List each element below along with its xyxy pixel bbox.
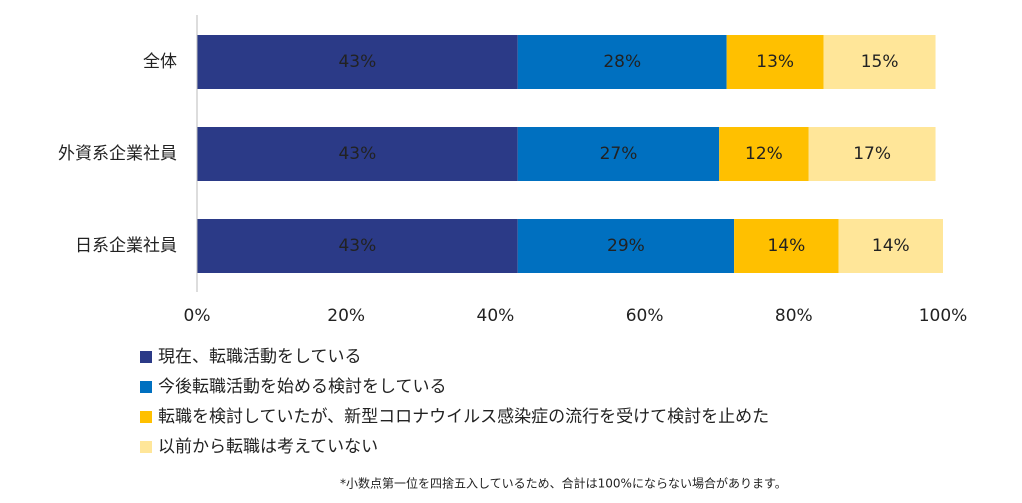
data-label: 14% xyxy=(872,236,910,256)
bar-segment xyxy=(808,127,936,181)
y-tick-label: 全体 xyxy=(143,52,177,72)
x-tick-label: 20% xyxy=(327,306,365,326)
legend-swatch xyxy=(140,441,152,453)
data-label: 43% xyxy=(338,236,376,256)
data-label: 43% xyxy=(338,144,376,164)
data-label: 27% xyxy=(600,144,638,164)
bar-segment xyxy=(517,127,720,181)
data-label: 28% xyxy=(603,52,641,72)
legend-swatch xyxy=(140,381,152,393)
legend-label: 転職を検討していたが、新型コロナウイルス感染症の流行を受けて検討を止めた xyxy=(158,407,769,427)
legend-label: 以前から転職は考えていない xyxy=(158,437,378,457)
x-tick-label: 0% xyxy=(184,306,211,326)
x-tick-label: 100% xyxy=(919,306,968,326)
data-label: 13% xyxy=(756,52,794,72)
data-label: 12% xyxy=(745,144,783,164)
data-label: 17% xyxy=(853,144,891,164)
bar-segment xyxy=(517,219,735,273)
data-label: 43% xyxy=(338,52,376,72)
bar-segment xyxy=(823,35,936,89)
x-tick-label: 80% xyxy=(775,306,813,326)
x-tick-label: 40% xyxy=(477,306,515,326)
legend-swatch xyxy=(140,411,152,423)
data-label: 15% xyxy=(861,52,899,72)
bar-segment xyxy=(517,35,727,89)
data-label: 29% xyxy=(607,236,645,256)
legend-label: 今後転職活動を始める検討をしている xyxy=(158,377,447,397)
footnote: *小数点第一位を四捨五入しているため、合計は100%にならない場合があります。 xyxy=(340,476,787,491)
bar-segment xyxy=(719,127,809,181)
data-label: 14% xyxy=(767,236,805,256)
legend-swatch xyxy=(140,351,152,363)
x-tick-label: 60% xyxy=(626,306,664,326)
bar-segment xyxy=(838,219,943,273)
bar-segment xyxy=(734,219,839,273)
bar-segment xyxy=(726,35,824,89)
legend-label: 現在、転職活動をしている xyxy=(158,347,362,367)
y-tick-label: 外資系企業社員 xyxy=(58,144,177,164)
bar-segment xyxy=(197,219,518,273)
bar-segment xyxy=(197,35,518,89)
bar-segment xyxy=(197,127,518,181)
y-tick-label: 日系企業社員 xyxy=(75,236,177,256)
